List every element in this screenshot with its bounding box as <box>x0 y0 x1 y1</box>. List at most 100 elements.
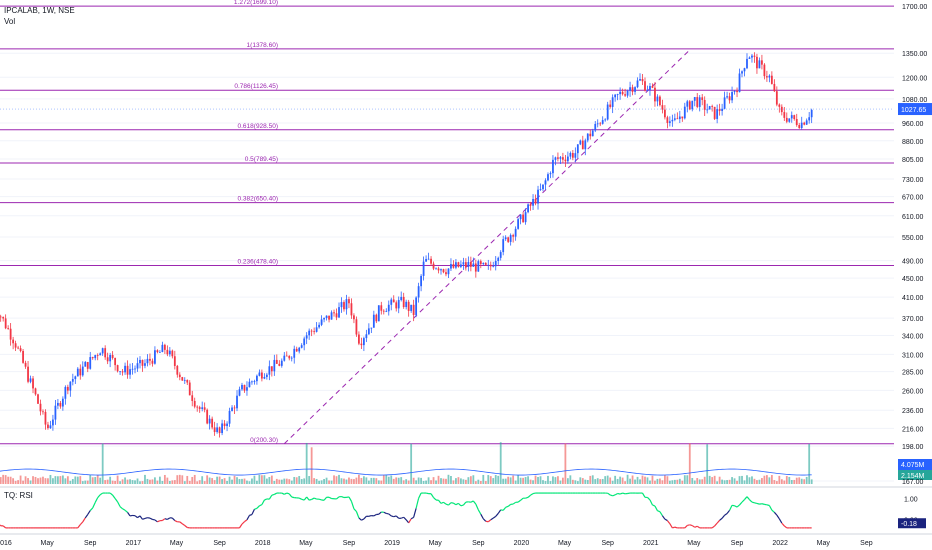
candle-body <box>42 411 44 413</box>
rsi-line-segment <box>171 517 176 521</box>
rsi-line-segment <box>739 501 743 506</box>
rsi-line-segment <box>154 519 158 523</box>
rsi-line-segment <box>530 493 534 496</box>
candle-body <box>86 362 89 369</box>
candle-body <box>626 90 629 96</box>
volume-bar <box>800 478 803 484</box>
rsi-line-segment <box>137 515 141 519</box>
time-tick-label: Sep <box>472 540 485 547</box>
price-tick-label: 880.00 <box>902 139 924 146</box>
volume-bar <box>275 478 278 484</box>
candle-body <box>594 123 597 131</box>
candle-body <box>24 362 27 367</box>
rsi-line-segment <box>0 524 2 527</box>
volume-bar <box>584 479 587 484</box>
candle-body <box>114 357 117 366</box>
volume-bar <box>569 475 572 484</box>
candle-body <box>353 315 355 320</box>
candle-body <box>678 116 681 119</box>
time-tick-label: May <box>817 540 831 547</box>
time-axis: 2016 May Sep 2017 May Sep 2018 May Sep 2019 May Sep… <box>0 533 932 547</box>
candle-body <box>432 263 435 269</box>
candle-body <box>400 296 403 301</box>
candle-body <box>208 418 211 424</box>
time-tick-label: Sep <box>601 540 614 547</box>
candle-body <box>44 411 47 425</box>
volume-bar <box>7 476 10 484</box>
volume-bar <box>256 480 258 484</box>
volume-bar <box>671 480 674 484</box>
candle-body <box>599 123 602 125</box>
candle-body <box>19 348 22 351</box>
candle-body <box>0 316 2 318</box>
candle-body <box>119 371 121 373</box>
candle-body <box>532 198 534 206</box>
rsi-line-segment <box>264 498 268 501</box>
volume-bar <box>350 478 353 484</box>
volume-bar <box>385 474 388 484</box>
volume-bar <box>268 477 271 484</box>
volume-bar <box>673 479 676 484</box>
fib-level-label: 1.272(1699.10) <box>234 0 278 6</box>
volume-bar <box>198 480 201 484</box>
rsi-line-segment <box>647 497 651 501</box>
volume-bar <box>579 477 582 484</box>
candle-body <box>275 359 278 364</box>
rsi-line-segment <box>607 492 611 496</box>
volume-bar <box>288 479 291 484</box>
volume-bar <box>748 477 751 484</box>
rsi-line-segment <box>358 517 362 521</box>
rsi-line-segment <box>756 502 760 505</box>
candle-body <box>494 260 497 267</box>
candle-body <box>504 237 507 240</box>
candle-body <box>241 384 243 390</box>
volume-bar <box>206 475 209 484</box>
volume-bar <box>736 480 738 484</box>
candle-body <box>639 78 641 81</box>
candle-body <box>798 125 801 129</box>
rsi-line-segment <box>716 519 721 524</box>
fib-level-label: 0.786(1126.45) <box>234 83 278 90</box>
volume-bar <box>626 474 629 484</box>
candle-body <box>203 407 206 410</box>
candle-body <box>770 75 773 84</box>
candle-body <box>84 362 87 367</box>
rsi-line-segment <box>448 502 452 506</box>
candle-body <box>99 353 102 356</box>
trendline-dashed <box>283 48 692 445</box>
rsi-line-segment <box>472 500 477 505</box>
candle-body <box>659 96 661 106</box>
volume-bar <box>542 480 544 484</box>
candle-body <box>171 350 174 357</box>
rsi-line-segment <box>400 516 404 519</box>
volume-bar <box>345 479 348 484</box>
volume-bar <box>659 478 661 484</box>
rsi-line-segment <box>433 497 437 501</box>
candle-body <box>634 87 636 92</box>
candle-body <box>810 109 813 118</box>
candle-body <box>803 122 806 125</box>
candle-body <box>731 92 733 101</box>
candle-body <box>410 304 413 311</box>
volume-bar <box>462 479 465 484</box>
volume-bar <box>420 477 423 484</box>
fib-level-label: 0.236(478.40) <box>238 259 278 266</box>
rsi-line-segment <box>348 496 352 502</box>
volume-bar <box>156 480 159 484</box>
time-tick-label: May <box>299 540 313 547</box>
candle-body <box>335 313 338 318</box>
volume-bar <box>440 478 442 484</box>
volume-bar <box>74 476 77 484</box>
symbol-title: IPCALAB, 1W, NSE <box>4 6 75 15</box>
volume-bar <box>497 475 500 484</box>
volume-bar <box>22 480 24 484</box>
rsi-line-segment <box>181 523 186 526</box>
volume-bar <box>698 479 701 484</box>
time-tick-label: 2022 <box>772 540 788 547</box>
volume-bar <box>479 480 482 484</box>
rsi-line-segment <box>771 509 775 513</box>
candle-body <box>624 94 626 96</box>
rsi-title: TQ: RSI <box>4 491 33 500</box>
volume-bar <box>335 476 338 484</box>
